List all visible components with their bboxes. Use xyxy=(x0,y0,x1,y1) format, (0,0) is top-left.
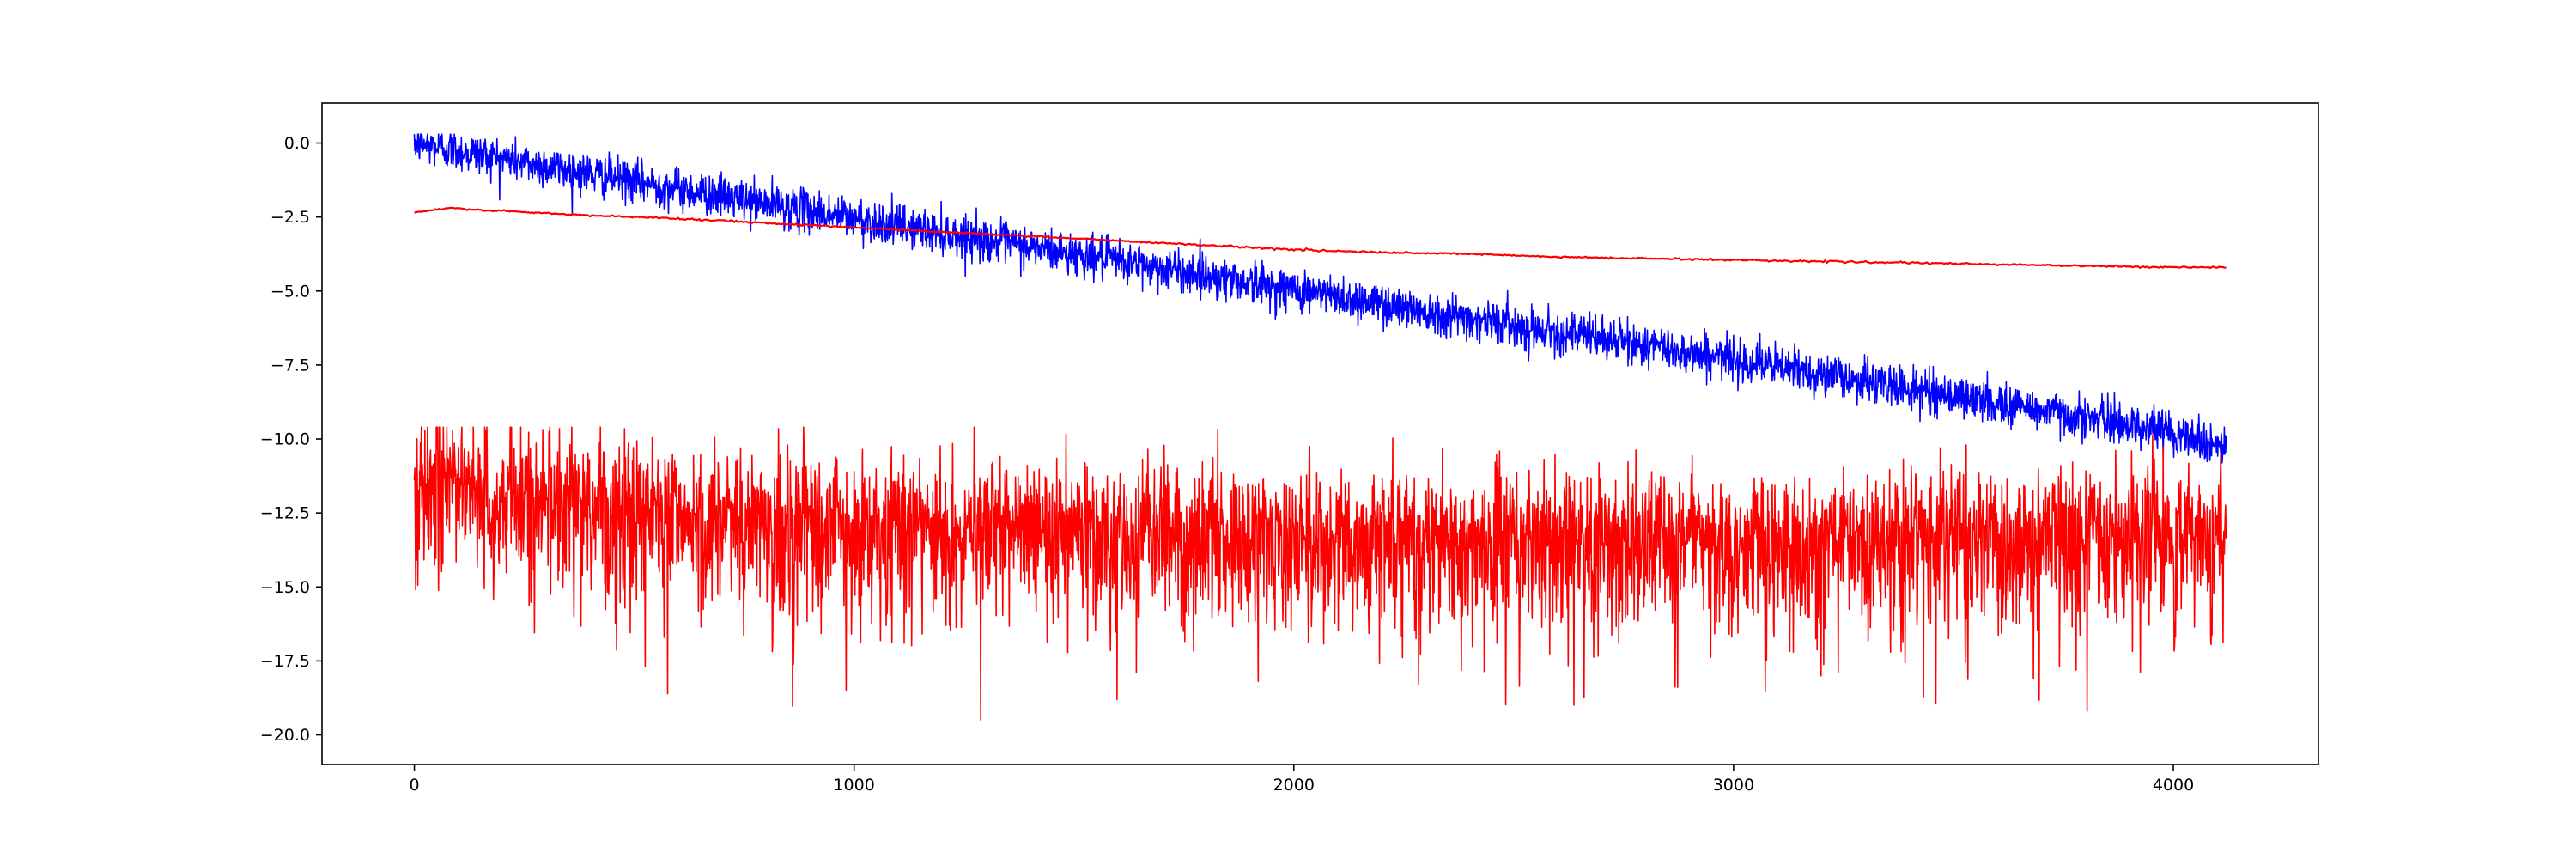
y-tick-label: −2.5 xyxy=(270,208,310,227)
series-layer xyxy=(413,133,2227,722)
y-tick-label: −10.0 xyxy=(260,430,310,449)
y-tick-label: −15.0 xyxy=(260,578,310,597)
axes-frame xyxy=(321,102,2319,765)
y-axis: 0.0 −2.5 −5.0 −7.5 −10.0 −12.5 −15.0 −17.5 −20.0 xyxy=(260,134,322,745)
y-tick-label: −20.0 xyxy=(260,726,310,745)
x-tick-label: 2000 xyxy=(1273,776,1315,795)
series-line-2 xyxy=(413,426,2227,722)
x-tick-label: 3000 xyxy=(1713,776,1754,795)
y-tick-label: −12.5 xyxy=(260,504,310,523)
x-axis: 0 1000 2000 3000 4000 xyxy=(409,765,2194,795)
y-tick-label: −17.5 xyxy=(260,652,310,671)
y-tick-label: −7.5 xyxy=(270,356,310,375)
y-tick-label: −5.0 xyxy=(270,282,310,301)
series-line-1 xyxy=(414,206,2227,270)
series-line-0 xyxy=(413,133,2227,464)
y-tick-label: 0.0 xyxy=(284,134,310,153)
x-tick-label: 0 xyxy=(409,776,419,795)
x-tick-label: 1000 xyxy=(833,776,874,795)
x-tick-label: 4000 xyxy=(2153,776,2194,795)
plot-area xyxy=(322,103,2318,765)
